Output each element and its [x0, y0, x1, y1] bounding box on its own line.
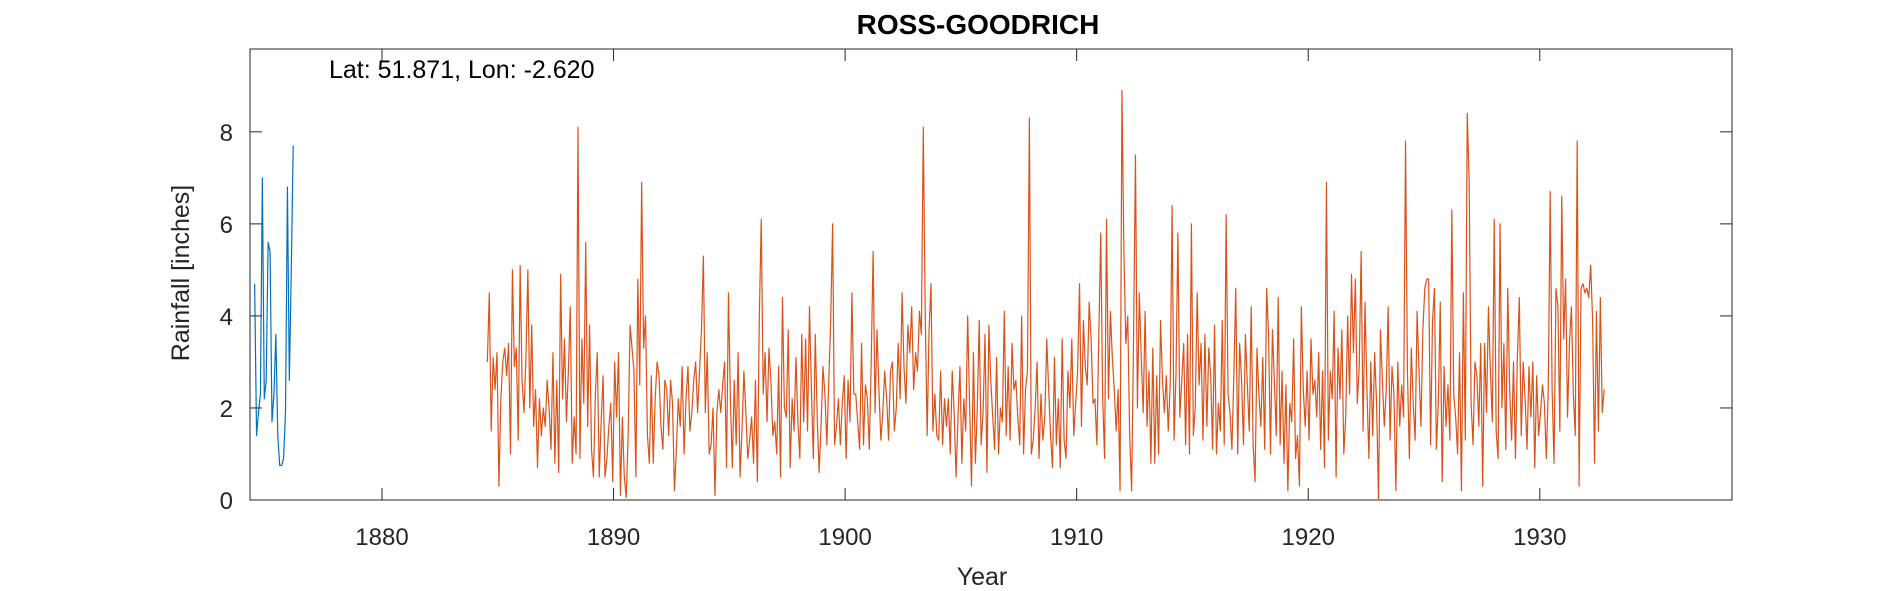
y-tick-label: 2	[220, 396, 233, 423]
location-annotation: Lat: 51.871, Lon: -2.620	[329, 56, 595, 84]
x-tick-label: 1890	[587, 524, 640, 551]
x-tick-label: 1910	[1050, 524, 1103, 551]
x-axis-label: Year	[957, 563, 1008, 591]
y-tick-label: 6	[220, 212, 233, 239]
x-tick-label: 1920	[1282, 524, 1335, 551]
x-tick-label: 1880	[355, 524, 408, 551]
x-tick-label: 1930	[1513, 524, 1566, 551]
y-axis-label: Rainfall [inches]	[167, 185, 195, 361]
series-line-1	[254, 145, 294, 467]
y-tick-label: 0	[220, 488, 233, 515]
series-line-2	[486, 89, 1605, 501]
chart-title: ROSS-GOODRICH	[857, 9, 1100, 40]
axes-box	[249, 48, 1733, 501]
x-axis: 1880 1890 1900 1910 1920 1930	[355, 49, 1566, 551]
series-layer	[254, 89, 1605, 501]
plot-area: 1880 1890 1900 1910 1920 1930 0 2 4 6 8	[220, 48, 1733, 551]
y-tick-label: 4	[220, 304, 233, 331]
y-axis: 0 2 4 6 8	[220, 120, 1732, 515]
x-tick-label: 1900	[818, 524, 871, 551]
y-tick-label: 8	[220, 120, 233, 147]
